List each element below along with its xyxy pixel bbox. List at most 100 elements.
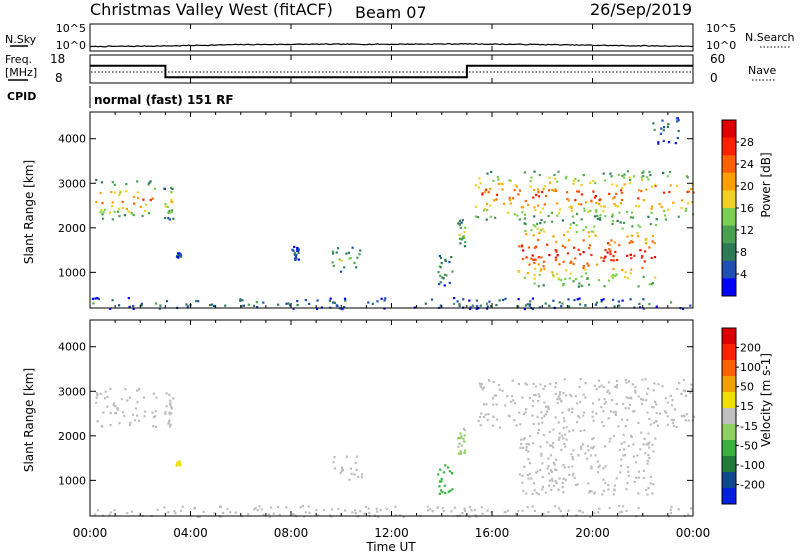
nave-tick-bottom: 0 xyxy=(710,71,718,85)
colorbar-segment xyxy=(722,344,736,361)
data-cell xyxy=(508,196,511,199)
data-cell xyxy=(195,299,198,303)
data-cell xyxy=(579,378,582,381)
data-cell xyxy=(485,302,489,305)
data-cell xyxy=(610,175,613,178)
data-cell xyxy=(680,392,683,395)
data-cell xyxy=(598,464,601,467)
data-cell xyxy=(296,304,299,307)
data-cell xyxy=(627,380,630,383)
data-cell xyxy=(585,226,588,229)
time-x-axis: 00:00 04:00 08:00 12:00 16:00 20:00 00:00 xyxy=(73,24,710,540)
data-cell xyxy=(604,248,607,252)
data-cell xyxy=(332,264,335,267)
data-cell xyxy=(128,396,131,399)
data-cell xyxy=(543,385,547,388)
data-cell xyxy=(468,506,471,509)
data-cell xyxy=(554,249,557,252)
data-cell xyxy=(152,416,155,419)
data-cell xyxy=(660,127,663,130)
data-cell xyxy=(109,511,113,514)
data-cell xyxy=(497,178,500,181)
data-cell xyxy=(534,209,537,212)
data-cell xyxy=(604,481,607,485)
data-cell xyxy=(662,171,665,174)
data-cell xyxy=(534,246,537,249)
data-cell xyxy=(566,252,569,255)
data-cell xyxy=(669,184,672,187)
data-cell xyxy=(620,189,623,192)
data-cell xyxy=(549,454,553,457)
data-cell xyxy=(646,493,649,496)
data-cell xyxy=(508,179,511,182)
data-cell xyxy=(552,235,555,238)
data-cell xyxy=(662,191,666,194)
data-cell xyxy=(539,445,542,448)
data-cell xyxy=(442,509,445,513)
data-cell xyxy=(587,482,590,485)
cpid-label: CPID xyxy=(7,90,36,103)
data-cell xyxy=(169,423,172,426)
data-cell xyxy=(101,217,105,220)
data-cell xyxy=(481,512,484,515)
data-cell xyxy=(541,462,544,465)
data-cell xyxy=(128,424,132,427)
colorbar-tick-label: 8 xyxy=(740,246,747,259)
data-cell xyxy=(683,415,686,418)
data-cell xyxy=(451,270,454,273)
data-cell xyxy=(210,303,214,306)
data-cell xyxy=(588,489,592,493)
data-cell xyxy=(668,170,672,173)
data-cell xyxy=(613,241,616,244)
data-cell xyxy=(546,441,549,444)
data-cell xyxy=(528,396,532,400)
data-cell xyxy=(529,180,532,183)
data-cell xyxy=(579,429,582,433)
data-cell xyxy=(174,512,177,515)
data-cell xyxy=(600,405,603,409)
data-cell xyxy=(593,512,596,515)
data-cell xyxy=(514,512,518,515)
data-cell xyxy=(561,219,564,222)
colorbar-segment xyxy=(722,120,736,139)
data-cell xyxy=(512,399,515,402)
data-cell xyxy=(613,489,616,492)
data-cell xyxy=(537,393,540,396)
data-cell xyxy=(587,264,590,267)
data-cell xyxy=(561,486,564,489)
data-cell xyxy=(123,415,126,418)
data-cell xyxy=(550,444,553,447)
data-cell xyxy=(642,175,645,178)
data-cell xyxy=(224,304,227,307)
data-cell xyxy=(333,456,336,459)
data-cell xyxy=(571,429,575,432)
data-cell xyxy=(542,387,545,390)
data-cell xyxy=(522,412,525,416)
data-cell xyxy=(691,201,694,204)
data-cell xyxy=(575,230,579,234)
data-cell xyxy=(534,258,537,261)
data-cell xyxy=(439,256,443,260)
colorbar-tick-label: 15 xyxy=(740,400,754,413)
data-cell xyxy=(158,307,161,310)
data-cell xyxy=(495,193,499,196)
data-cell xyxy=(520,206,523,209)
data-cell xyxy=(576,402,579,405)
data-cell xyxy=(481,192,484,195)
data-cell xyxy=(484,413,487,416)
data-cell xyxy=(626,482,629,485)
data-cell xyxy=(335,251,338,254)
data-cell xyxy=(597,279,600,282)
colorbar-tick-label: 4 xyxy=(740,268,747,281)
data-cell xyxy=(297,251,300,254)
data-cell xyxy=(168,419,171,422)
data-cell xyxy=(143,210,147,213)
data-cell xyxy=(608,506,611,509)
data-cell xyxy=(593,225,596,228)
data-cell xyxy=(142,396,146,399)
data-cell xyxy=(570,395,573,398)
data-cell xyxy=(95,401,98,404)
data-cell xyxy=(476,216,479,219)
data-cell xyxy=(132,307,135,311)
data-cell xyxy=(682,378,685,382)
